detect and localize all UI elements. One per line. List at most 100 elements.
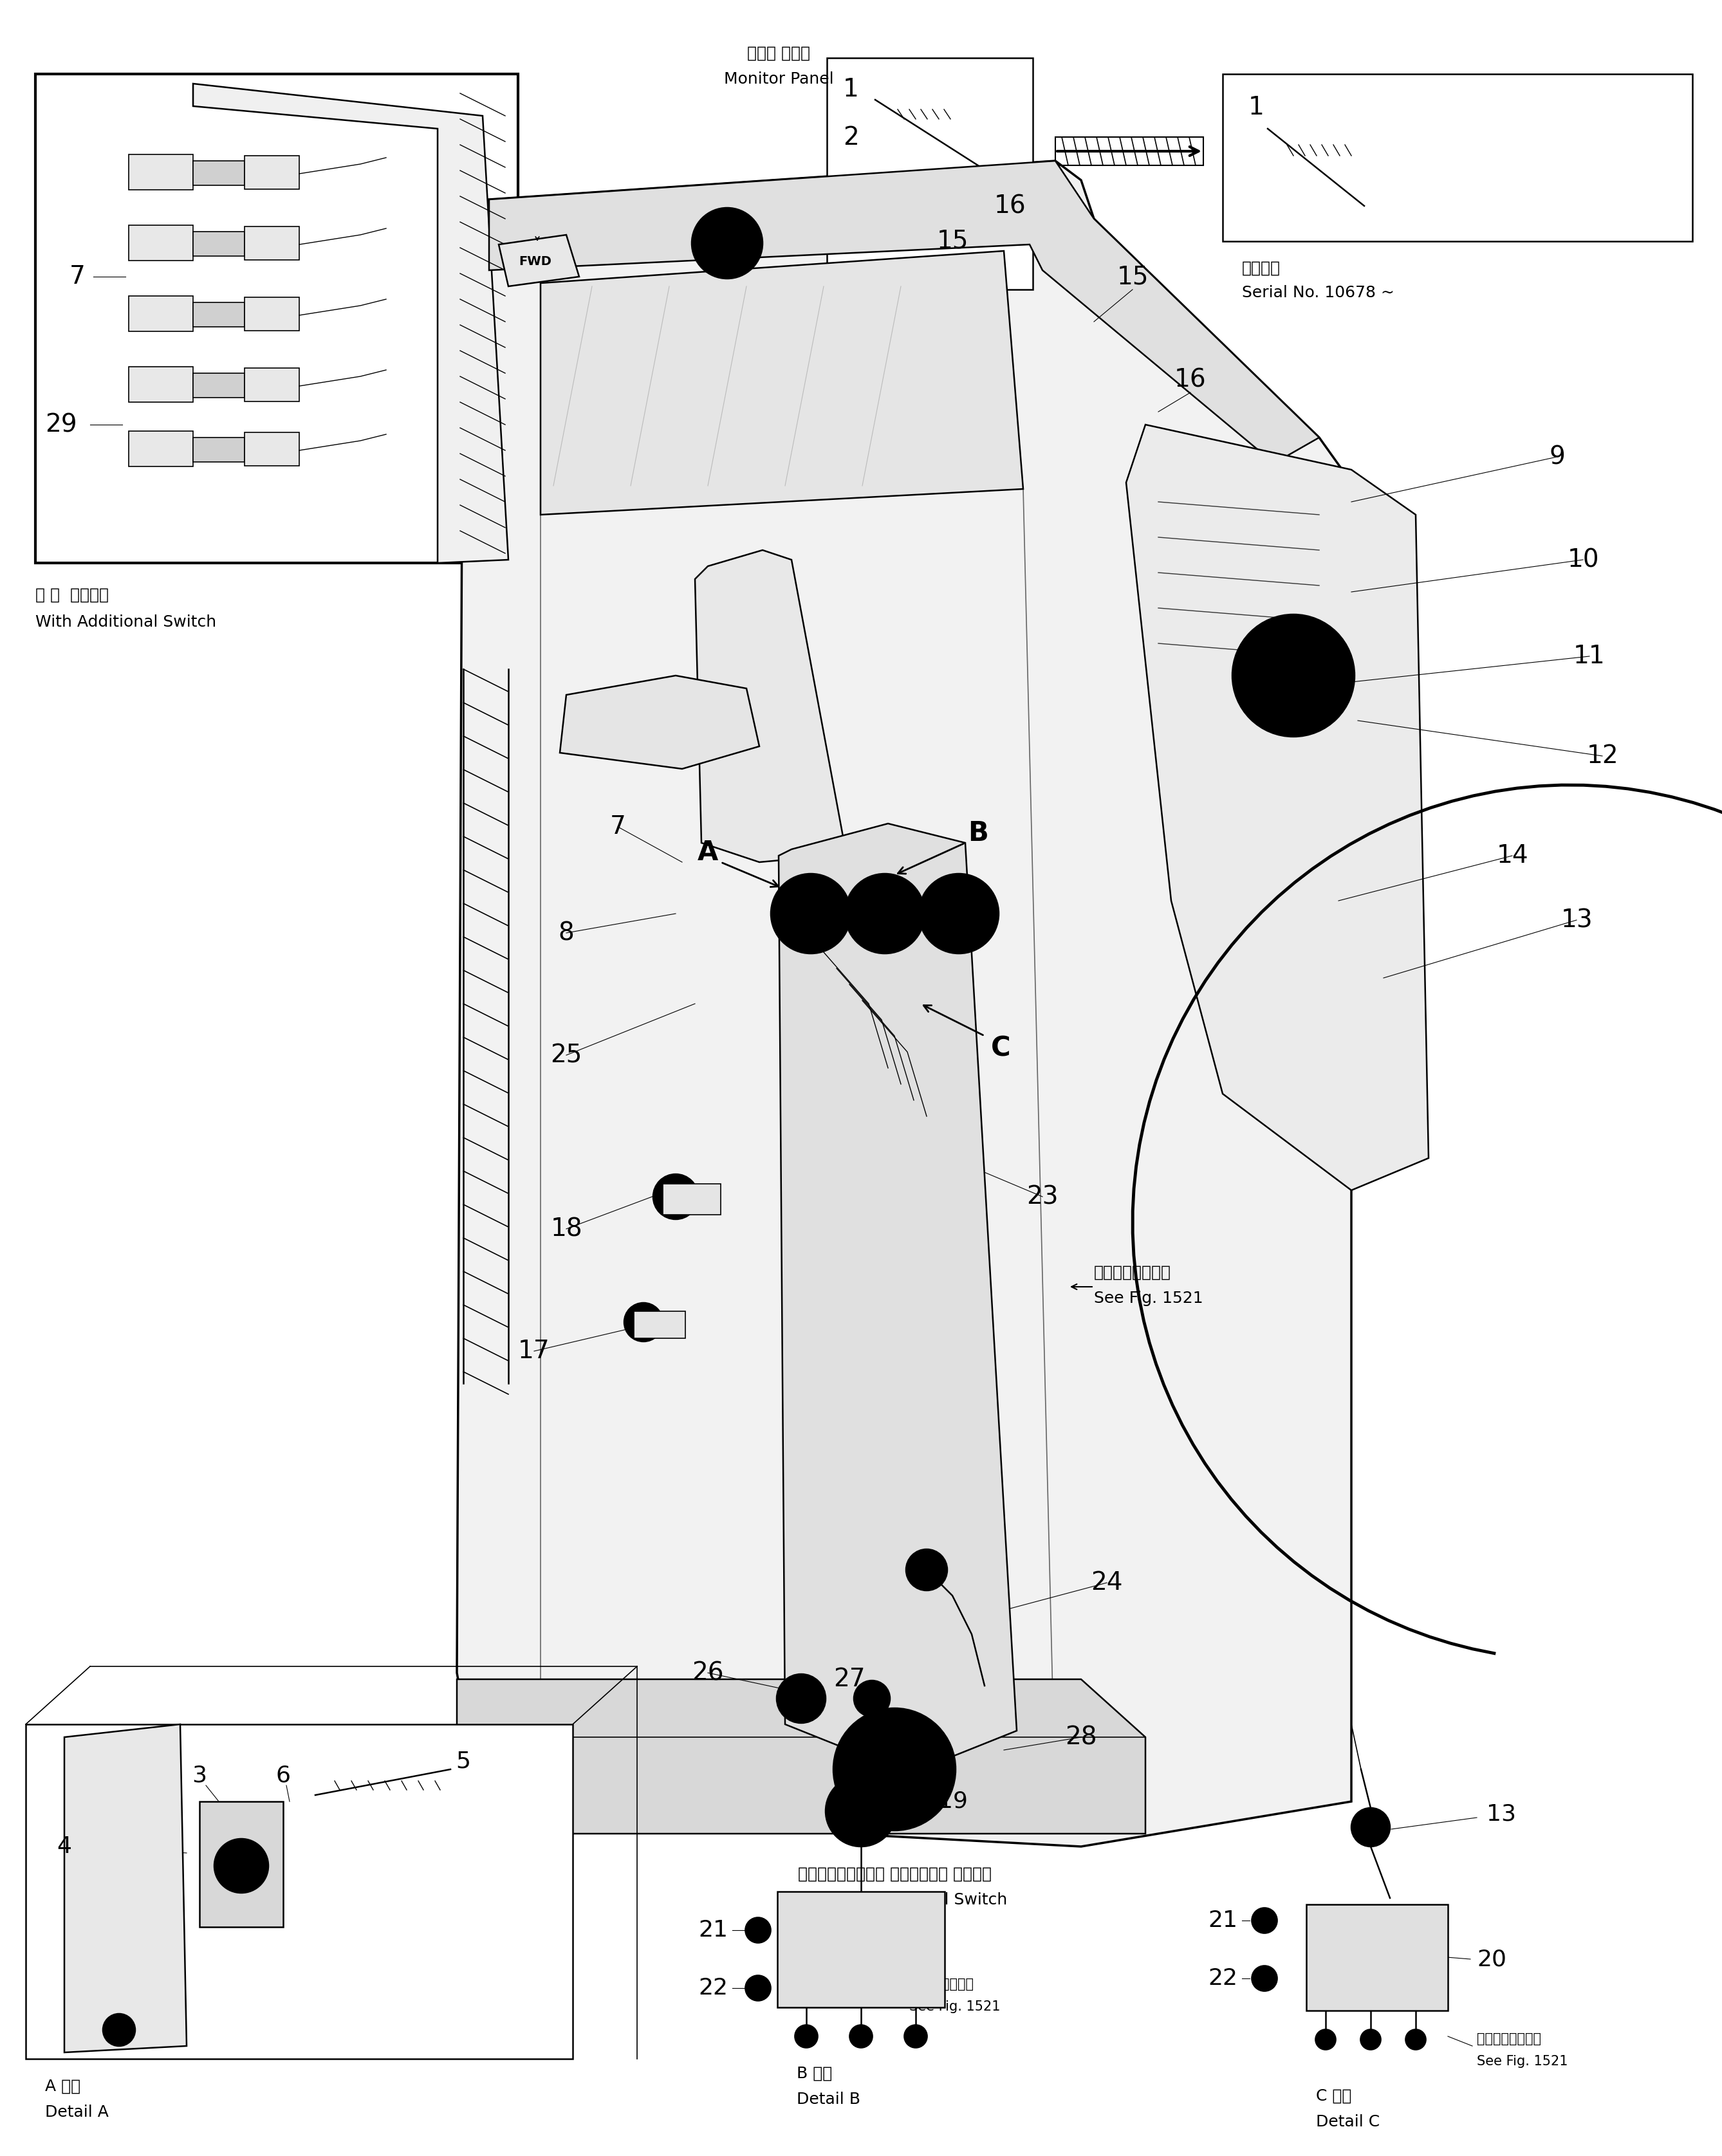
Bar — [200, 1802, 282, 1927]
Text: 22: 22 — [697, 1977, 728, 1999]
Text: Monitor Panel: Monitor Panel — [723, 71, 833, 86]
Text: 4: 4 — [57, 1835, 72, 1858]
Text: 19: 19 — [938, 1789, 968, 1813]
Text: Transmission Control Switch: Transmission Control Switch — [782, 1893, 1007, 1908]
Bar — [245, 298, 300, 330]
Circle shape — [906, 1550, 947, 1591]
Polygon shape — [541, 250, 1023, 515]
Text: 12: 12 — [1586, 744, 1619, 768]
Circle shape — [833, 1708, 956, 1830]
Text: 1: 1 — [844, 78, 859, 101]
Text: 第１５２１図参照: 第１５２１図参照 — [1093, 1266, 1171, 1281]
Circle shape — [839, 1789, 883, 1833]
Circle shape — [771, 873, 851, 953]
Text: See Fig. 1521: See Fig. 1521 — [1093, 1291, 1204, 1307]
Text: 6: 6 — [276, 1766, 291, 1787]
Circle shape — [1352, 1809, 1390, 1846]
Text: B: B — [968, 819, 988, 847]
Circle shape — [1248, 630, 1338, 720]
Text: 8: 8 — [558, 921, 573, 944]
Circle shape — [1316, 2029, 1336, 2050]
Text: See Fig. 1521: See Fig. 1521 — [909, 2001, 1000, 2014]
Circle shape — [904, 2024, 926, 2048]
Circle shape — [653, 1175, 697, 1220]
Bar — [634, 1311, 685, 1339]
Text: 26: 26 — [692, 1660, 723, 1686]
Polygon shape — [456, 162, 1352, 1846]
Text: 21: 21 — [1207, 1910, 1238, 1932]
Text: 第１５２１図参照: 第１５２１図参照 — [1477, 2033, 1541, 2046]
Text: FWD: FWD — [518, 254, 551, 267]
Bar — [129, 431, 193, 466]
Bar — [193, 231, 245, 257]
Circle shape — [1252, 1908, 1278, 1934]
Text: Detail C: Detail C — [1316, 2115, 1379, 2130]
Polygon shape — [489, 162, 1319, 464]
Text: 15: 15 — [1116, 265, 1149, 289]
Circle shape — [797, 901, 823, 927]
Circle shape — [930, 884, 988, 942]
Bar — [129, 224, 193, 261]
Circle shape — [103, 2014, 134, 2046]
Circle shape — [945, 901, 971, 927]
Circle shape — [777, 1673, 825, 1723]
Text: 2: 2 — [844, 125, 859, 151]
Text: C 詳細: C 詳細 — [1316, 2089, 1352, 2104]
Text: A: A — [697, 839, 718, 867]
Polygon shape — [1126, 425, 1429, 1190]
Text: C: C — [990, 1035, 1011, 1063]
Text: B 詳細: B 詳細 — [797, 2065, 832, 2081]
Circle shape — [746, 1975, 771, 2001]
Text: 23: 23 — [1026, 1184, 1059, 1210]
Circle shape — [856, 884, 914, 942]
Bar — [193, 373, 245, 397]
Polygon shape — [696, 550, 844, 862]
Circle shape — [214, 1839, 269, 1893]
Polygon shape — [193, 84, 508, 563]
Text: トランスミッション コントロール スイッチ: トランスミッション コントロール スイッチ — [797, 1867, 992, 1882]
Circle shape — [224, 1848, 260, 1884]
Text: 14: 14 — [1496, 843, 1527, 869]
Polygon shape — [778, 824, 1016, 1757]
Circle shape — [854, 1680, 890, 1716]
Bar — [36, 73, 518, 563]
Bar — [26, 1725, 573, 2059]
Bar — [245, 369, 300, 401]
Text: 29: 29 — [45, 412, 77, 438]
Text: 17: 17 — [518, 1339, 549, 1363]
Text: 第１５２１図参照: 第１５２１図参照 — [909, 1977, 973, 1990]
Circle shape — [782, 884, 840, 942]
Circle shape — [1360, 2029, 1381, 2050]
Bar — [193, 162, 245, 185]
Text: 1: 1 — [1248, 95, 1264, 121]
Circle shape — [796, 2024, 818, 2048]
Circle shape — [871, 901, 897, 927]
Text: 25: 25 — [551, 1044, 582, 1067]
Text: 21: 21 — [697, 1919, 728, 1940]
Bar — [129, 155, 193, 190]
Text: 7: 7 — [610, 815, 625, 839]
Text: Detail A: Detail A — [45, 2104, 108, 2119]
Text: 16: 16 — [1174, 367, 1207, 392]
Circle shape — [1233, 614, 1355, 737]
Bar — [245, 226, 300, 261]
Circle shape — [846, 873, 925, 953]
Text: 13: 13 — [1560, 908, 1593, 931]
Text: 20: 20 — [1477, 1949, 1507, 1971]
Bar — [827, 58, 1033, 289]
Circle shape — [701, 216, 754, 270]
Text: モニタ パネル: モニタ パネル — [747, 45, 809, 60]
Circle shape — [746, 1917, 771, 1943]
Circle shape — [849, 1725, 940, 1815]
Bar — [245, 433, 300, 466]
Polygon shape — [64, 1725, 186, 2053]
Text: 適用号機: 適用号機 — [1242, 261, 1281, 276]
Bar — [663, 1184, 722, 1214]
Circle shape — [825, 1777, 897, 1846]
Text: 9: 9 — [1550, 444, 1565, 470]
Text: 13: 13 — [1486, 1802, 1515, 1826]
Text: 11: 11 — [1574, 645, 1605, 668]
Bar — [193, 302, 245, 328]
Text: 5: 5 — [456, 1751, 470, 1772]
Text: 28: 28 — [1066, 1725, 1097, 1749]
